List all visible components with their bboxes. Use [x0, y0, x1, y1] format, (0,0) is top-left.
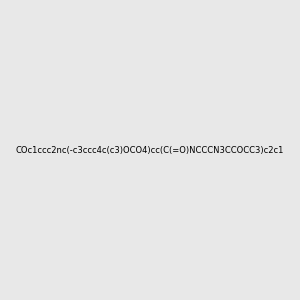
Text: COc1ccc2nc(-c3ccc4c(c3)OCO4)cc(C(=O)NCCCN3CCOCC3)c2c1: COc1ccc2nc(-c3ccc4c(c3)OCO4)cc(C(=O)NCCC… [16, 146, 284, 154]
